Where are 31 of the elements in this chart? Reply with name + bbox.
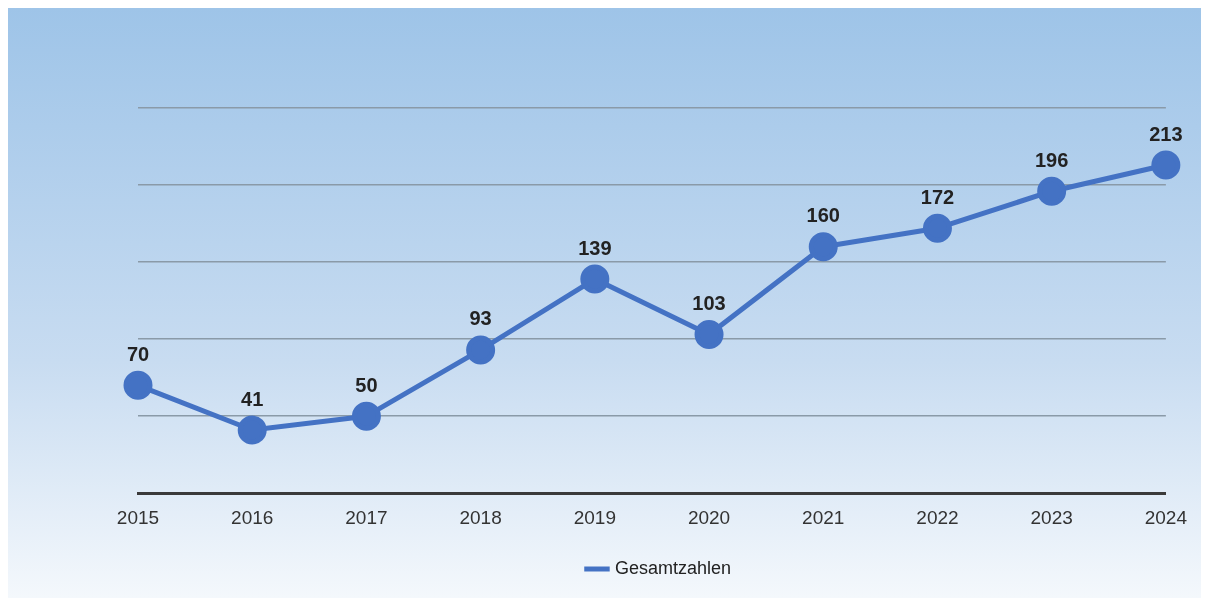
point (1037, 176, 1067, 206)
x-tick-label: 2015 (116, 506, 160, 528)
point (1151, 150, 1181, 180)
x-tick-label: 2021 (802, 506, 845, 528)
x-tick-label: 2018 (459, 506, 502, 528)
x-tick-label: 2017 (345, 506, 388, 528)
data-label: 70 (126, 342, 150, 365)
x-tick-label: 2023 (1030, 506, 1073, 528)
x-tick-label: 2024 (1144, 506, 1188, 528)
x-tick-label: 2016 (231, 506, 274, 528)
x-tick-label: 2019 (573, 506, 616, 528)
point (237, 415, 267, 445)
data-label: 139 (578, 236, 612, 259)
x-tick-label: 2020 (687, 506, 731, 528)
point (123, 370, 153, 400)
data-label: 50 (355, 373, 378, 396)
point (922, 213, 952, 243)
data-label: 160 (806, 204, 840, 227)
point (351, 401, 381, 431)
data-label: 93 (469, 307, 492, 330)
data-label: 196 (1034, 148, 1069, 171)
data-label: 172 (920, 185, 955, 208)
legend-label: Gesamtzahlen (614, 557, 732, 578)
data-label: 213 (1149, 122, 1183, 145)
point (580, 264, 610, 294)
point (808, 232, 838, 262)
data-label: 103 (692, 292, 726, 315)
x-tick-label: 2022 (916, 506, 959, 528)
data-label: 41 (241, 387, 264, 410)
point (466, 335, 496, 365)
point (694, 320, 724, 349)
